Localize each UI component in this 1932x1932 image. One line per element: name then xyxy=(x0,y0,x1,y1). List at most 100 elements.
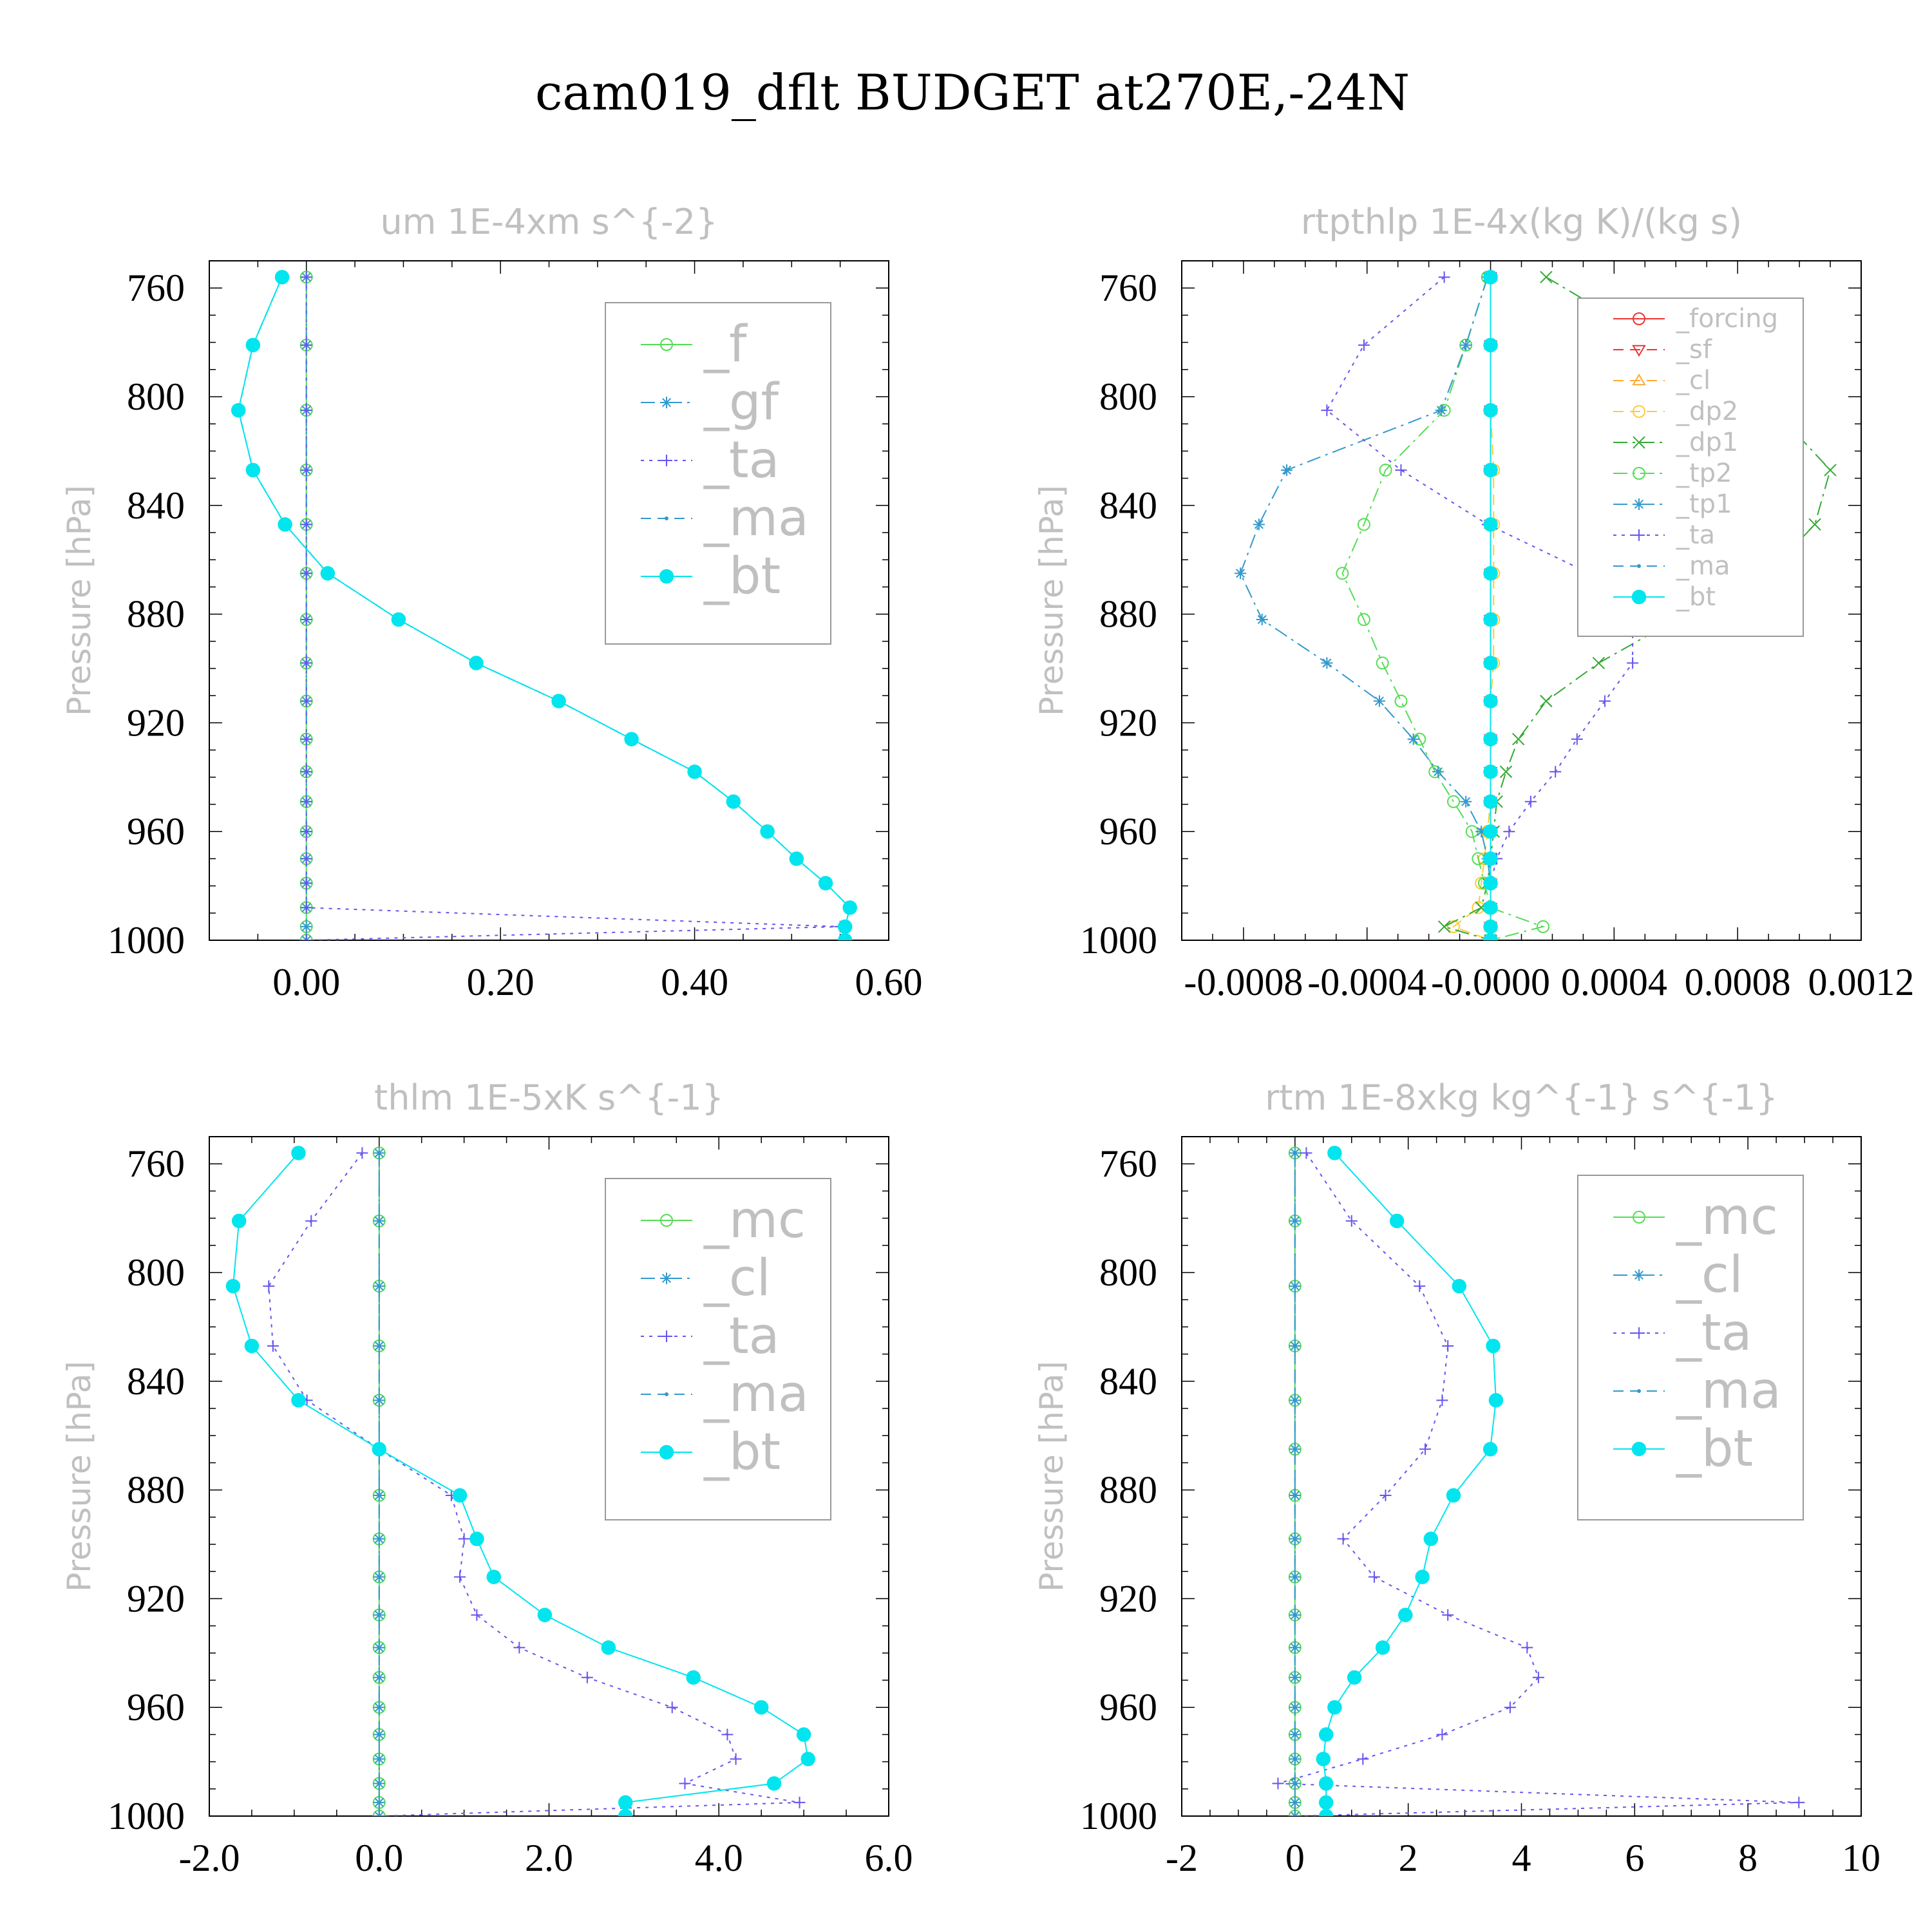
legend-label: _mc xyxy=(1676,1188,1778,1246)
data-point-circle xyxy=(1357,613,1370,627)
legend-label: _bt xyxy=(703,1423,781,1481)
series-line xyxy=(1240,276,1492,940)
legend: _mc_cl_ta_ma_bt xyxy=(605,1178,831,1520)
data-point-dot xyxy=(1483,794,1498,810)
data-point-dot xyxy=(1293,1800,1297,1804)
data-point-circle xyxy=(1376,656,1389,670)
legend-marker-dot xyxy=(665,516,668,520)
data-point-plus xyxy=(300,733,312,745)
legend-marker-plus xyxy=(1633,529,1645,541)
y-tick-label: 960 xyxy=(127,1686,185,1728)
data-point-plus xyxy=(300,766,312,778)
data-point-dot xyxy=(1483,919,1498,934)
y-tick-label: 1000 xyxy=(1080,1795,1157,1837)
data-point-dot xyxy=(486,1569,502,1584)
data-point-dot xyxy=(377,1151,381,1155)
y-tick-label: 880 xyxy=(127,593,185,636)
data-point-plus xyxy=(581,1671,593,1683)
data-point-dot xyxy=(1293,1447,1297,1452)
legend-label: _ma xyxy=(703,489,809,547)
data-point-dot xyxy=(1483,270,1498,285)
data-point-star xyxy=(1460,339,1472,351)
data-point-dot xyxy=(1483,876,1498,891)
legend-marker-circle xyxy=(1633,405,1645,418)
legend-marker-plus xyxy=(1633,1327,1645,1339)
legend-marker-circle xyxy=(1633,1211,1645,1224)
data-point-dot xyxy=(618,1808,633,1816)
data-point-dot xyxy=(1483,566,1498,581)
y-tick-label: 800 xyxy=(1099,375,1157,418)
legend-marker-circle xyxy=(1633,312,1645,325)
data-point-dot xyxy=(377,1613,381,1617)
data-point-dot xyxy=(1293,1675,1297,1680)
legend-label: _dp2 xyxy=(1676,397,1738,426)
data-point-dot xyxy=(1483,851,1498,866)
y-tick-label: 880 xyxy=(127,1469,185,1511)
data-point-dot xyxy=(760,824,775,839)
legend-label: _cl xyxy=(703,1249,771,1307)
data-point-dot xyxy=(1316,1752,1331,1766)
data-point-plus xyxy=(305,1215,317,1227)
y-tick-label: 760 xyxy=(127,1142,185,1185)
data-point-dot xyxy=(377,1493,381,1498)
x-tick-label: 0.20 xyxy=(467,961,535,1003)
data-point-circle xyxy=(1537,920,1550,933)
y-tick-label: 1000 xyxy=(108,919,185,961)
data-point-dot xyxy=(1483,933,1498,940)
y-tick-label: 800 xyxy=(127,375,185,418)
data-point-dot xyxy=(1293,1537,1297,1541)
data-point-plus xyxy=(1272,1777,1284,1790)
legend-label: _cl xyxy=(1676,1246,1743,1304)
data-point-dot xyxy=(1483,764,1498,779)
data-point-dot xyxy=(1375,1640,1390,1655)
data-point-dot xyxy=(1483,732,1498,746)
y-tick-label: 920 xyxy=(1099,1577,1157,1620)
data-point-dot xyxy=(1327,1146,1342,1160)
data-point-dot xyxy=(245,337,261,353)
legend-label: _sf xyxy=(1676,335,1712,365)
legend-label: _bt xyxy=(703,547,781,605)
data-point-plus xyxy=(1549,766,1562,778)
legend-label: _tp2 xyxy=(1676,459,1732,488)
x-tick-label: 6 xyxy=(1625,1837,1644,1879)
legend-marker-dot xyxy=(1637,564,1641,568)
data-point-dot xyxy=(1293,1732,1297,1737)
data-point-plus xyxy=(356,1147,368,1159)
legend-label: _ma xyxy=(1676,1362,1781,1420)
data-point-dot xyxy=(1293,1343,1297,1348)
data-point-x xyxy=(1824,464,1837,477)
data-point-dot xyxy=(377,1732,381,1737)
data-point-plus xyxy=(1300,1147,1312,1159)
data-point-dot xyxy=(1293,1151,1297,1155)
data-point-plus xyxy=(1321,404,1333,417)
legend-marker-plus xyxy=(661,1331,672,1342)
data-point-star xyxy=(1435,404,1447,417)
data-point-dot xyxy=(377,1537,381,1541)
data-point-dot xyxy=(274,270,290,285)
y-tick-label: 920 xyxy=(127,1577,185,1620)
y-tick-label: 760 xyxy=(1099,1142,1157,1185)
data-point-dot xyxy=(1389,1213,1405,1229)
data-point-dot xyxy=(1483,824,1498,839)
data-point-circle xyxy=(1357,518,1370,531)
data-point-star xyxy=(1475,826,1488,838)
data-point-plus xyxy=(300,518,312,531)
legend-label: _forcing xyxy=(1676,304,1778,334)
y-tick-label: 840 xyxy=(1099,484,1157,527)
y-tick-label: 960 xyxy=(1099,810,1157,853)
legend-label: _f xyxy=(703,316,748,374)
legend-marker-star xyxy=(661,1273,672,1284)
y-tick-label: 960 xyxy=(1099,1686,1157,1728)
x-tick-label: 0.0 xyxy=(355,1837,403,1879)
x-tick-label: -2 xyxy=(1166,1837,1198,1879)
series-ta xyxy=(263,1147,806,1816)
data-point-dot xyxy=(800,1752,815,1766)
legend-label: _gf xyxy=(703,374,780,431)
data-point-plus xyxy=(300,877,312,889)
data-point-dot xyxy=(291,1146,306,1160)
data-point-dot xyxy=(452,1488,468,1503)
data-point-dot xyxy=(837,919,853,934)
data-point-plus xyxy=(1436,1728,1448,1741)
data-point-dot xyxy=(1486,1338,1501,1354)
